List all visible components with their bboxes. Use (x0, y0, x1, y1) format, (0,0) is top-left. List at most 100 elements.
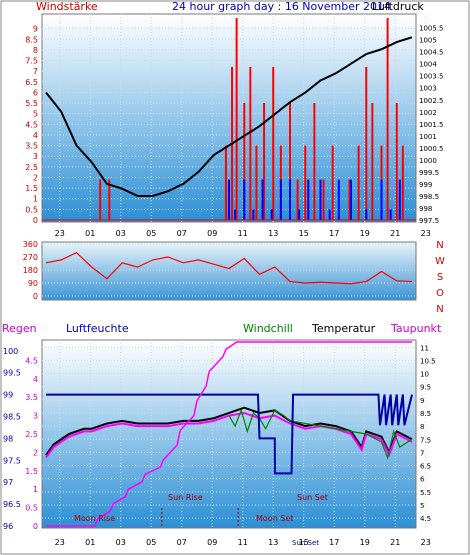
dir-tick-label: 0 (33, 292, 38, 301)
luftfeuchte-line (46, 393, 413, 475)
x-tick-label: 01 (85, 538, 95, 547)
windstaerke-label: Windstärke (36, 0, 98, 13)
right-tick-label: 997.5 (419, 217, 439, 225)
windchill-label: Windchill (243, 322, 293, 335)
left-tick-label: 4 (33, 131, 38, 140)
x-tick-label: 09 (207, 538, 217, 547)
regen-tick-label: 1.5 (25, 467, 38, 476)
x-tick-label: 11 (238, 538, 248, 547)
annotation-moon-set: Moon Set (256, 514, 293, 523)
right-tick-label: 1005.5 (419, 25, 444, 33)
left-tick-label: 7.5 (25, 57, 38, 66)
regen-tick-label: 1 (33, 485, 38, 494)
feuchte-tick-label: 99 (3, 391, 13, 400)
annotation-sun-set: Sun Set (297, 493, 328, 502)
right-tick-label: 1005 (419, 37, 437, 45)
temp-tick-label: 9 (420, 397, 424, 405)
chart-title: 24 hour graph day : 16 November 2014 (172, 0, 391, 13)
x-tick-label: 23 (55, 538, 65, 547)
x-tick-label: 17 (329, 229, 339, 238)
taupunkt-line (45, 411, 413, 459)
x-tick-label: 05 (146, 538, 156, 547)
x-tick-label: 15 (299, 229, 309, 238)
feuchte-tick-label: 96.5 (3, 500, 21, 509)
annotation-sun-set-axis: Sun Set (292, 539, 319, 547)
chart-3-ticks: 4.555.566.577.588.599.51010.51100.511.52… (3, 344, 436, 547)
left-tick-label: 0.5 (25, 205, 38, 214)
x-tick-label: 17 (329, 538, 339, 547)
x-tick-label: 19 (360, 538, 370, 547)
temp-tick-label: 5.5 (420, 489, 431, 497)
left-tick-label: 6 (33, 88, 38, 97)
regen-tick-label: 2.5 (25, 430, 38, 439)
x-tick-label: 09 (207, 229, 217, 238)
right-tick-label: 1003 (419, 85, 437, 93)
feuchte-tick-label: 98 (3, 434, 13, 443)
right-tick-label: 999.5 (419, 169, 439, 177)
left-tick-label: 5 (33, 110, 38, 119)
feuchte-tick-label: 100 (3, 347, 18, 356)
right-tick-label: 1002.5 (419, 97, 444, 105)
pressure-line (45, 36, 413, 197)
dir-tick-label: 90 (28, 279, 38, 288)
regen-tick-label: 3 (33, 412, 38, 421)
grid-2 (42, 243, 416, 297)
compass-label: O (436, 288, 444, 299)
left-tick-label: 2 (33, 173, 38, 182)
temperatur-label: Temperatur (311, 322, 376, 335)
left-tick-label: 2.5 (25, 163, 38, 172)
temp-tick-label: 6 (420, 476, 425, 484)
feuchte-tick-label: 97.5 (3, 456, 21, 465)
x-tick-label: 01 (85, 229, 95, 238)
regen-label: Regen (2, 322, 37, 335)
right-tick-label: 998 (419, 205, 432, 213)
regen-tick-label: 3.5 (25, 393, 38, 402)
regen-tick-label: 4 (33, 375, 38, 384)
regen-tick-label: 0 (33, 522, 38, 531)
temp-tick-label: 7.5 (420, 436, 431, 444)
temp-tick-label: 9.5 (420, 384, 431, 392)
dir-tick-label: 360 (23, 240, 38, 249)
compass-label: S (437, 272, 443, 283)
right-tick-label: 1001.5 (419, 121, 444, 129)
right-tick-label: 1000 (419, 157, 437, 165)
left-tick-label: 4.5 (25, 120, 38, 129)
taupunkt-label: Taupunkt (390, 322, 442, 335)
temp-tick-label: 6.5 (420, 463, 431, 471)
x-tick-label: 13 (268, 538, 278, 547)
annotation-moon-rise: Moon Rise (74, 514, 115, 523)
right-tick-label: 1001 (419, 133, 437, 141)
temp-tick-label: 7 (420, 449, 424, 457)
annotation-sun-rise: Sun Rise (168, 493, 203, 502)
chart-1-ticks: 0 0.51 1.5 22.5 33.5 4 4.55 5.5 66.5 77.5 8 8.59 997… (25, 25, 443, 238)
left-tick-label: 8.5 (25, 35, 38, 44)
left-tick-label: 9 (33, 25, 38, 34)
chart-1-series (42, 18, 416, 221)
luftfeuchte-label: Luftfeuchte (66, 322, 129, 335)
feuchte-tick-label: 97 (3, 478, 13, 487)
right-tick-label: 1003.5 (419, 73, 444, 81)
left-tick-label: 1.5 (25, 184, 38, 193)
temp-tick-label: 8 (420, 423, 424, 431)
x-tick-label: 13 (268, 229, 278, 238)
x-tick-label: 19 (360, 229, 370, 238)
right-tick-label: 1004 (419, 61, 437, 69)
chart-2-series (45, 251, 413, 285)
feuchte-tick-label: 96 (3, 522, 13, 531)
temp-tick-label: 4.5 (420, 515, 431, 523)
luftdruck-label: Luftdruck (372, 0, 424, 13)
x-tick-label: 07 (177, 538, 187, 547)
feuchte-tick-label: 99.5 (3, 369, 21, 378)
dir-tick-label: 180 (23, 266, 38, 275)
regen-tick-label: 2 (33, 448, 38, 457)
regen-line (46, 341, 412, 527)
x-tick-label: 21 (390, 229, 400, 238)
left-tick-label: 3 (33, 152, 38, 161)
right-tick-label: 1002 (419, 109, 437, 117)
compass-label: W (435, 256, 445, 267)
right-tick-label: 998.5 (419, 193, 439, 201)
x-tick-label: 15 (299, 538, 309, 547)
